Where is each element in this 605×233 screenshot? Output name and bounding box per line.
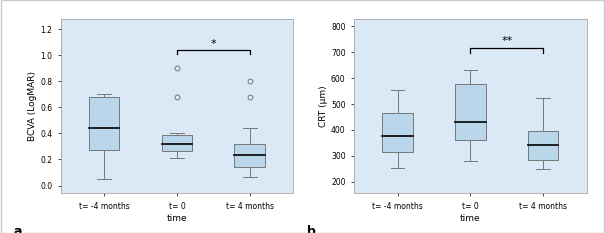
Text: *: * xyxy=(211,39,216,49)
Text: a: a xyxy=(14,225,22,233)
Bar xyxy=(528,131,558,160)
Bar xyxy=(455,84,486,140)
Bar xyxy=(235,144,265,167)
Bar xyxy=(89,97,119,150)
X-axis label: time: time xyxy=(166,213,188,223)
Text: b: b xyxy=(307,225,316,233)
Bar xyxy=(382,113,413,152)
Text: **: ** xyxy=(501,36,512,46)
Bar xyxy=(162,135,192,151)
Y-axis label: BCVA (LogMAR): BCVA (LogMAR) xyxy=(28,71,38,141)
Y-axis label: CRT (μm): CRT (μm) xyxy=(319,85,328,127)
X-axis label: time: time xyxy=(460,213,481,223)
